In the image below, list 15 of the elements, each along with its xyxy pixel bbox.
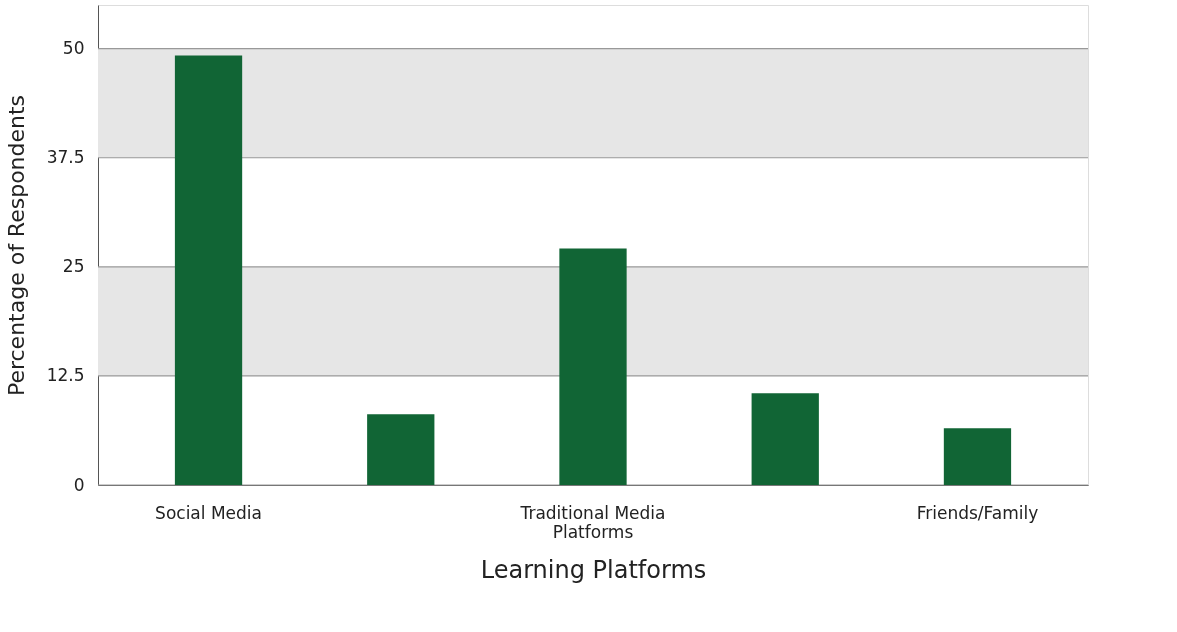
y-tick-label: 37.5 xyxy=(46,147,85,168)
x-axis-title: Learning Platforms xyxy=(480,555,707,584)
bar xyxy=(559,248,627,485)
x-tick-label: Traditional Media Platforms xyxy=(519,502,666,542)
bar xyxy=(751,393,819,485)
bar xyxy=(174,55,243,485)
x-tick-label: Friends/Family xyxy=(916,502,1039,523)
x-tick-label: Social Media xyxy=(155,502,262,523)
bar xyxy=(367,414,435,485)
y-tick-label: 0 xyxy=(73,474,85,495)
bar xyxy=(943,428,1012,485)
y-tick-label: 25 xyxy=(62,256,85,277)
y-tick-label: 50 xyxy=(62,38,85,59)
y-axis-title: Percentage of Respondents xyxy=(3,94,29,397)
y-tick-label: 12.5 xyxy=(46,365,85,386)
